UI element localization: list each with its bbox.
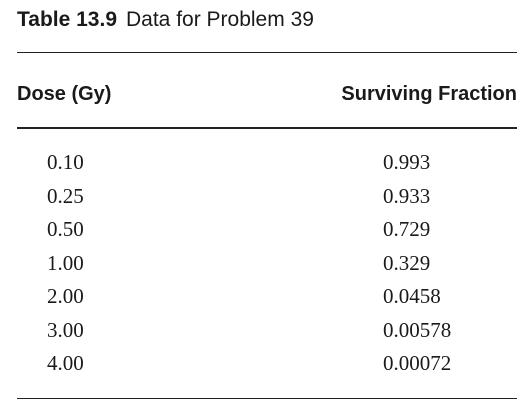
surviving-fraction-cell: 0.00578 [383,317,452,342]
dose-cell: 3.00 [47,317,84,342]
top-rule [17,52,517,53]
column-header-dose: Dose (Gy) [17,83,112,105]
table-row: 3.00 0.00578 [0,314,530,348]
surviving-fraction-cell: 0.729 [383,217,431,241]
table-number: Table 13.9 [17,8,117,31]
dose-cell: 4.00 [47,351,84,375]
surviving-fraction-cell: 0.0458 [383,284,441,308]
table-row: 1.00 0.329 [0,247,530,281]
dose-cell: 1.00 [47,250,84,275]
table-caption: Table 13.9 Data for Problem 39 [17,6,314,34]
table-row: 0.10 0.993 [0,146,530,180]
bottom-rule [17,398,517,399]
table-row: 0.25 0.933 [0,180,530,214]
dose-cell: 0.10 [47,150,84,174]
dose-cell: 0.50 [47,217,84,241]
dose-cell: 2.00 [47,284,84,308]
table-row: 2.00 0.0458 [0,280,530,314]
table-title: Data for Problem 39 [126,8,314,31]
surviving-fraction-cell: 0.993 [383,150,431,174]
dose-cell: 0.25 [47,183,84,208]
column-header-surviving-fraction: Surviving Fraction [341,83,517,105]
table-row: 0.50 0.729 [0,213,530,247]
table-row: 4.00 0.00072 [0,347,530,381]
surviving-fraction-cell: 0.933 [383,183,431,208]
surviving-fraction-cell: 0.329 [383,250,431,275]
header-rule [17,127,517,129]
surviving-fraction-cell: 0.00072 [383,351,452,375]
table-body: 0.10 0.993 0.25 0.933 0.50 0.729 1.00 0.… [0,146,530,381]
